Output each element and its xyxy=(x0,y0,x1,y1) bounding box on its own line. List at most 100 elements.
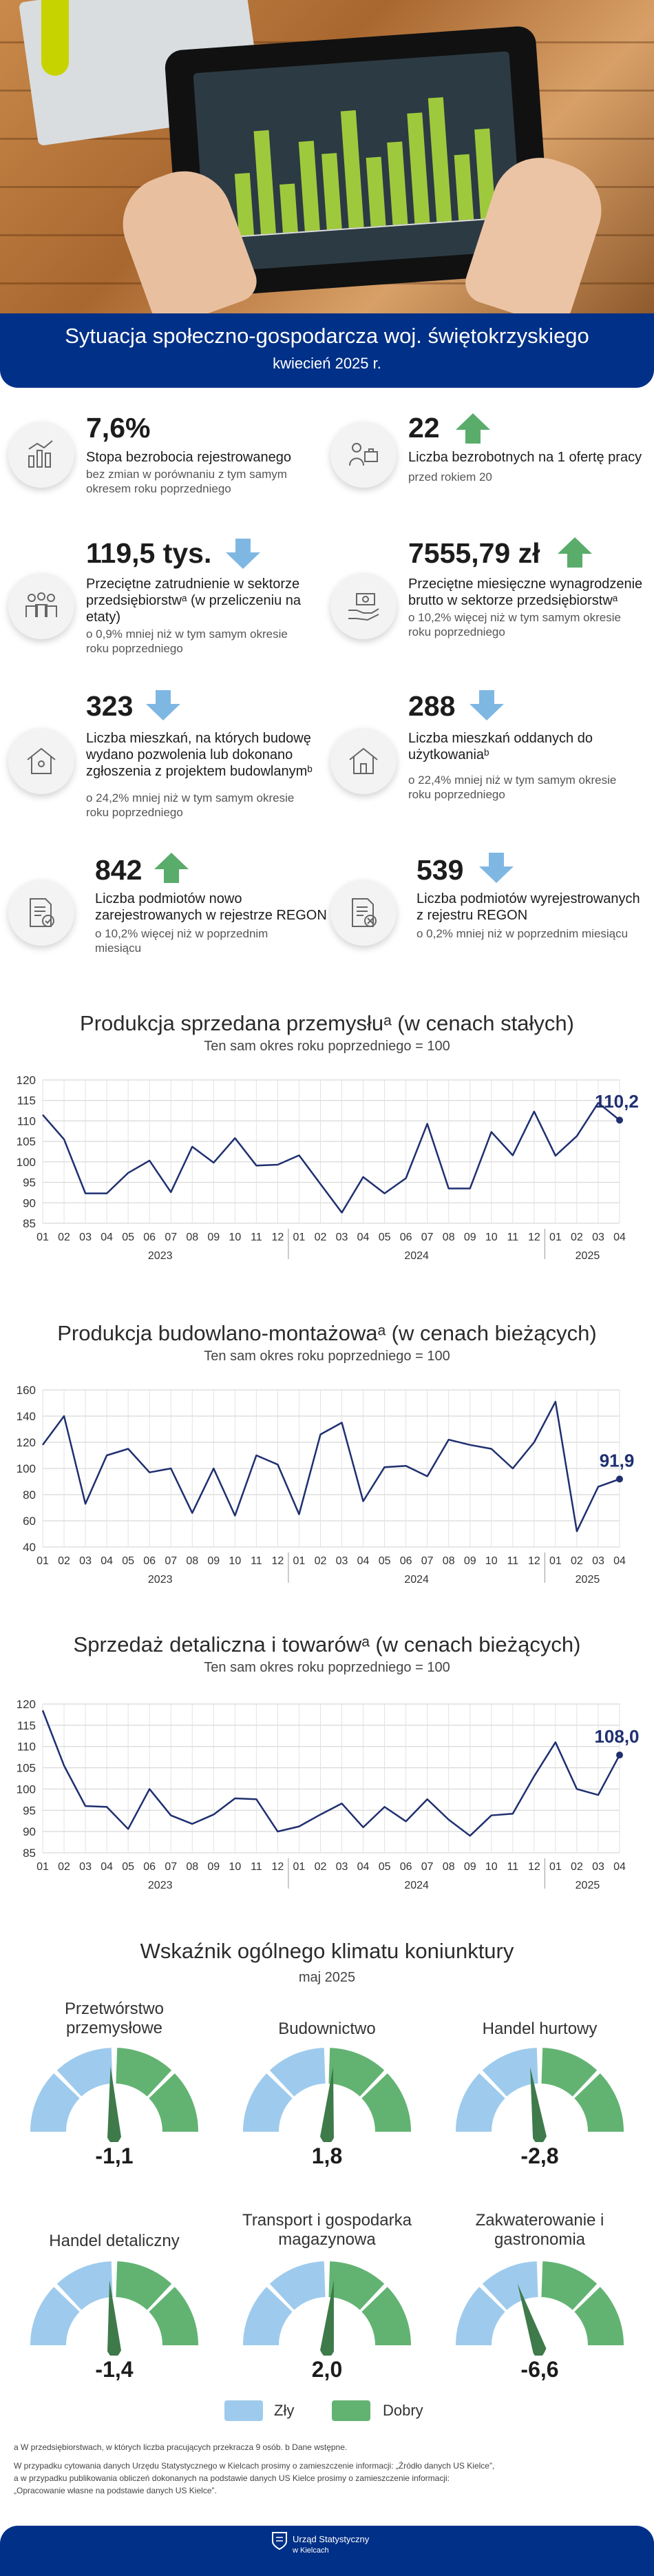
x-tick-label: 07 xyxy=(421,1555,434,1567)
year-label: 2025 xyxy=(576,1250,600,1262)
gauge-needle xyxy=(107,2280,121,2356)
gauge-segment xyxy=(30,2073,80,2132)
series-line xyxy=(41,1400,620,1533)
gauge-title: Handel detaliczny xyxy=(49,2232,180,2250)
x-tick-label: 08 xyxy=(443,1861,455,1873)
x-tick-label: 10 xyxy=(229,1861,241,1873)
x-tick-label: 06 xyxy=(400,1232,412,1243)
logo-text: Urząd Statystyczny xyxy=(293,2534,370,2544)
last-point xyxy=(616,1116,623,1124)
x-tick-label: 04 xyxy=(101,1861,113,1873)
last-value-label: 108,0 xyxy=(594,1726,639,1747)
gauge-title: Przetwórstwo przemysłowe xyxy=(64,1999,165,2037)
gauge-segment xyxy=(56,2261,113,2310)
gauge-segment xyxy=(149,2073,198,2132)
trend-up-icon xyxy=(558,537,592,568)
gauge-segment xyxy=(361,2287,411,2345)
x-tick-label: 11 xyxy=(251,1555,262,1567)
x-tick-label: 02 xyxy=(315,1232,327,1243)
y-tick-label: 100 xyxy=(17,1156,36,1169)
y-tick-label: 100 xyxy=(17,1462,36,1475)
gauge-segment xyxy=(328,2048,385,2097)
gauge-needle xyxy=(530,2067,547,2142)
gauge-value: -2,8 xyxy=(520,2143,559,2168)
hand-money-icon xyxy=(330,573,397,639)
gauge-segment xyxy=(149,2287,198,2345)
unemployed-per-offer-note: przed rokiem 20 xyxy=(408,470,492,484)
x-tick-label: 12 xyxy=(528,1232,540,1243)
construction-production-chart: 40 60 80 100 120 140 160 01 02 03 04 05 06 07 08 09 10 11… xyxy=(17,1384,635,1586)
y-tick-label: 100 xyxy=(17,1783,36,1796)
x-tick-label: 04 xyxy=(357,1861,370,1873)
y-tick-label: 115 xyxy=(17,1094,36,1108)
citation-note: W przypadku cytowania danych Urzędu Stat… xyxy=(14,2461,495,2471)
document-remove-icon xyxy=(330,880,397,946)
hero-image xyxy=(0,0,654,313)
employment-note: o 0,9% mniej niż w tym samym okresie rok… xyxy=(86,627,288,655)
trend-up-icon xyxy=(154,853,189,883)
dwellings-permits-value: 323 xyxy=(86,690,134,722)
page-subtitle: kwiecień 2025 r. xyxy=(273,355,381,372)
x-tick-label: 10 xyxy=(485,1232,498,1243)
x-tick-label: 01 xyxy=(549,1555,562,1567)
year-label: 2023 xyxy=(148,1250,173,1262)
legend-swatch-bad xyxy=(224,2400,263,2421)
y-tick-label: 120 xyxy=(17,1698,36,1711)
y-tick-label: 90 xyxy=(23,1196,36,1209)
y-tick-label: 120 xyxy=(17,1436,36,1449)
wage-note: o 10,2% więcej niż w tym samym okresie r… xyxy=(408,611,621,638)
x-tick-label: 06 xyxy=(400,1555,412,1567)
y-tick-label: 115 xyxy=(17,1719,36,1732)
x-tick-label: 12 xyxy=(272,1861,284,1873)
gauge-segment xyxy=(243,2073,293,2132)
header-banner xyxy=(0,313,654,388)
x-tick-label: 08 xyxy=(443,1555,455,1567)
x-tick-label: 09 xyxy=(464,1555,476,1567)
x-tick-label: 04 xyxy=(357,1232,370,1243)
x-tick-label: 02 xyxy=(58,1232,70,1243)
y-tick-label: 95 xyxy=(23,1176,36,1190)
x-tick-label: 01 xyxy=(36,1861,49,1873)
x-tick-label: 03 xyxy=(336,1861,348,1873)
x-tick-label: 11 xyxy=(507,1232,519,1243)
year-label: 2024 xyxy=(404,1574,429,1586)
x-tick-label: 03 xyxy=(79,1555,92,1567)
job-seekers-icon xyxy=(330,422,397,488)
gauge-needle xyxy=(320,2066,334,2142)
gauge-segment xyxy=(574,2073,624,2132)
gauge-segment xyxy=(574,2287,624,2345)
x-tick-label: 04 xyxy=(613,1555,626,1567)
gauge-segment xyxy=(456,2073,505,2132)
chart-subtitle: Ten sam okres roku poprzedniego = 100 xyxy=(204,1349,450,1364)
x-tick-label: 11 xyxy=(507,1555,519,1567)
y-tick-label: 140 xyxy=(17,1410,36,1423)
year-label: 2023 xyxy=(148,1574,173,1586)
x-tick-label: 03 xyxy=(79,1861,92,1873)
x-tick-label: 02 xyxy=(58,1555,70,1567)
x-tick-label: 06 xyxy=(143,1861,156,1873)
x-tick-label: 09 xyxy=(464,1232,476,1243)
last-value-label: 91,9 xyxy=(600,1450,635,1471)
y-tick-label: 40 xyxy=(23,1541,36,1554)
x-tick-label: 01 xyxy=(549,1861,562,1873)
chart-subtitle: Ten sam okres roku poprzedniego = 100 xyxy=(204,1660,450,1675)
employment-value: 119,5 tys. xyxy=(86,537,212,569)
regon-new-label: Liczba podmiotów nowo zarejestrowanych w… xyxy=(95,891,327,923)
y-tick-label: 80 xyxy=(23,1488,36,1502)
x-tick-label: 05 xyxy=(122,1861,134,1873)
x-tick-label: 08 xyxy=(186,1555,198,1567)
x-tick-label: 07 xyxy=(165,1555,177,1567)
x-tick-label: 03 xyxy=(336,1232,348,1243)
unemployment-rate-label: Stopa bezrobocia rejestrowanego xyxy=(86,450,291,465)
dwellings-completed-note: o 22,4% mniej niż w tym samym okresie ro… xyxy=(408,773,617,801)
gauge-value: 1,8 xyxy=(311,2143,343,2168)
x-tick-label: 03 xyxy=(79,1232,92,1243)
y-tick-label: 90 xyxy=(23,1825,36,1838)
gauge-value: -1,4 xyxy=(95,2357,134,2382)
x-tick-label: 12 xyxy=(528,1861,540,1873)
x-tick-label: 12 xyxy=(528,1555,540,1567)
y-tick-label: 110 xyxy=(17,1114,36,1128)
y-tick-label: 85 xyxy=(23,1217,36,1230)
y-tick-label: 160 xyxy=(17,1384,36,1397)
